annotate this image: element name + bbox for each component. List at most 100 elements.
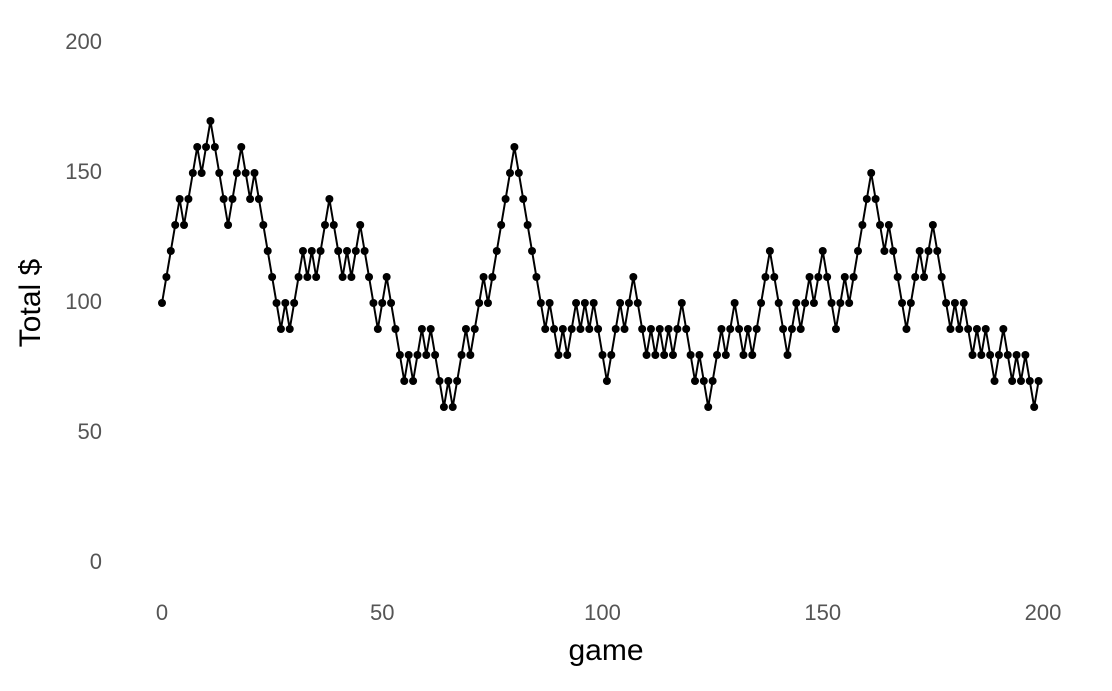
point [180, 221, 189, 229]
point [461, 325, 470, 333]
point [889, 247, 898, 255]
point [691, 377, 700, 385]
point [1025, 377, 1034, 385]
point [360, 247, 369, 255]
point [417, 325, 426, 333]
point [391, 325, 400, 333]
point [219, 195, 228, 203]
point [779, 325, 788, 333]
point [730, 299, 739, 307]
point [312, 273, 321, 281]
point [254, 195, 263, 203]
point [629, 273, 638, 281]
point [259, 221, 268, 229]
point [541, 325, 550, 333]
point [933, 247, 942, 255]
point [444, 377, 453, 385]
point [404, 351, 413, 359]
point [836, 299, 845, 307]
point [906, 299, 915, 307]
x-tick-label: 150 [804, 600, 841, 625]
point [682, 325, 691, 333]
point [470, 325, 479, 333]
point [369, 299, 378, 307]
point [801, 299, 810, 307]
point [466, 351, 475, 359]
point [453, 377, 462, 385]
point [497, 221, 506, 229]
point [567, 325, 576, 333]
point [532, 273, 541, 281]
point [924, 247, 933, 255]
point [1021, 351, 1030, 359]
point [338, 273, 347, 281]
point [717, 325, 726, 333]
point [611, 325, 620, 333]
point [232, 169, 241, 177]
point [413, 351, 422, 359]
line [161, 120, 1040, 408]
point [514, 169, 523, 177]
point [589, 299, 598, 307]
point [620, 325, 629, 333]
point [792, 299, 801, 307]
point [558, 325, 567, 333]
point [955, 325, 964, 333]
point [1003, 351, 1012, 359]
point [290, 299, 299, 307]
point [704, 403, 713, 411]
point [325, 195, 334, 203]
point [999, 325, 1008, 333]
point [576, 325, 585, 333]
point [347, 273, 356, 281]
point [206, 117, 215, 125]
point [171, 221, 180, 229]
y-tick-label: 50 [78, 419, 102, 444]
point [981, 325, 990, 333]
point [492, 247, 501, 255]
point [743, 325, 752, 333]
point [814, 273, 823, 281]
point [677, 299, 686, 307]
point [774, 299, 783, 307]
point [237, 143, 246, 151]
point [501, 195, 510, 203]
point [735, 325, 744, 333]
point [387, 299, 396, 307]
point [1008, 377, 1017, 385]
point [351, 247, 360, 255]
point [197, 169, 206, 177]
y-tick-label: 0 [90, 549, 102, 574]
point [475, 299, 484, 307]
point [431, 351, 440, 359]
point [651, 351, 660, 359]
point [708, 377, 717, 385]
point [373, 325, 382, 333]
point [188, 169, 197, 177]
point [395, 351, 404, 359]
point [422, 351, 431, 359]
point [642, 351, 651, 359]
x-axis-title: game [568, 634, 643, 667]
point [880, 247, 889, 255]
point [964, 325, 973, 333]
point [409, 377, 418, 385]
point [334, 247, 343, 255]
point [898, 299, 907, 307]
point [598, 351, 607, 359]
point [783, 351, 792, 359]
point [959, 299, 968, 307]
point [831, 325, 840, 333]
point [523, 221, 532, 229]
point [285, 325, 294, 333]
point [400, 377, 409, 385]
point [686, 351, 695, 359]
point [550, 325, 559, 333]
point [439, 403, 448, 411]
point [545, 299, 554, 307]
point [307, 247, 316, 255]
x-tick-label: 50 [370, 600, 394, 625]
point [849, 273, 858, 281]
point [215, 169, 224, 177]
point [166, 247, 175, 255]
